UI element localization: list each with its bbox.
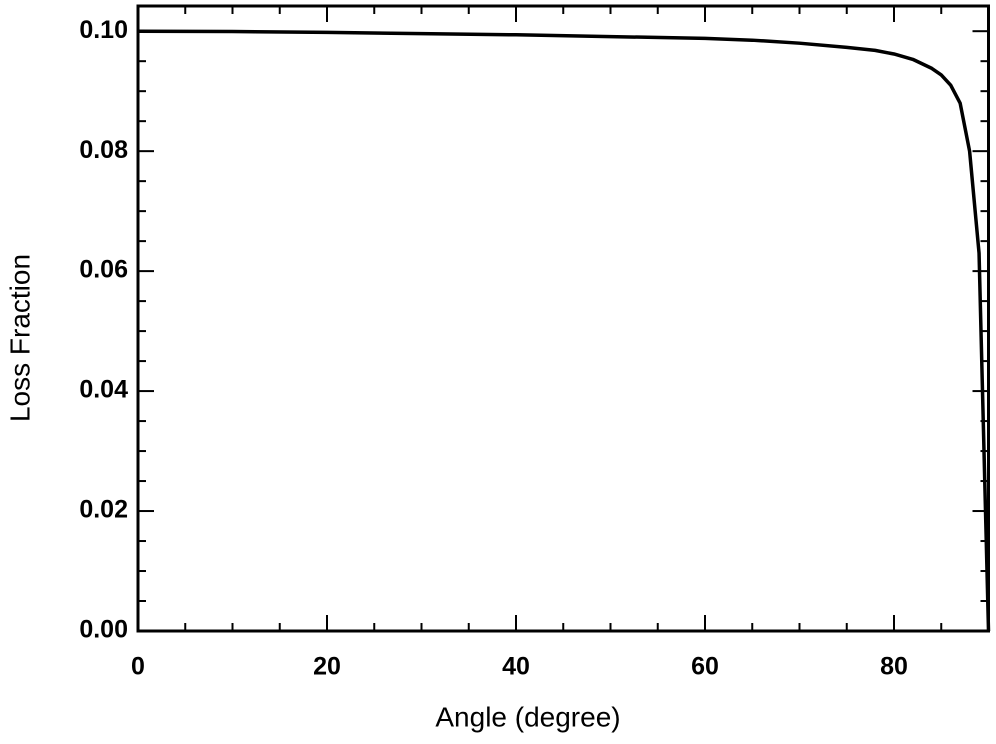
- x-tick-label: 60: [691, 653, 719, 681]
- x-tick-label: 20: [313, 653, 341, 681]
- x-tick-label: 80: [880, 653, 908, 681]
- y-tick-label: 0.08: [79, 136, 128, 164]
- x-tick-label: 40: [502, 653, 530, 681]
- plot-frame: [136, 4, 990, 633]
- x-axis-label: Angle (degree): [435, 701, 620, 732]
- y-tick-label: 0.06: [79, 256, 128, 284]
- y-tick-label: 0.04: [79, 376, 128, 404]
- data-line: [137, 29, 991, 632]
- y-tick-label: 0.10: [79, 16, 128, 44]
- y-tick-label: 0.00: [79, 616, 128, 644]
- x-tick-label: 0: [131, 653, 145, 681]
- y-tick-label: 0.02: [79, 496, 128, 524]
- y-axis-label: Loss Fraction: [4, 254, 35, 422]
